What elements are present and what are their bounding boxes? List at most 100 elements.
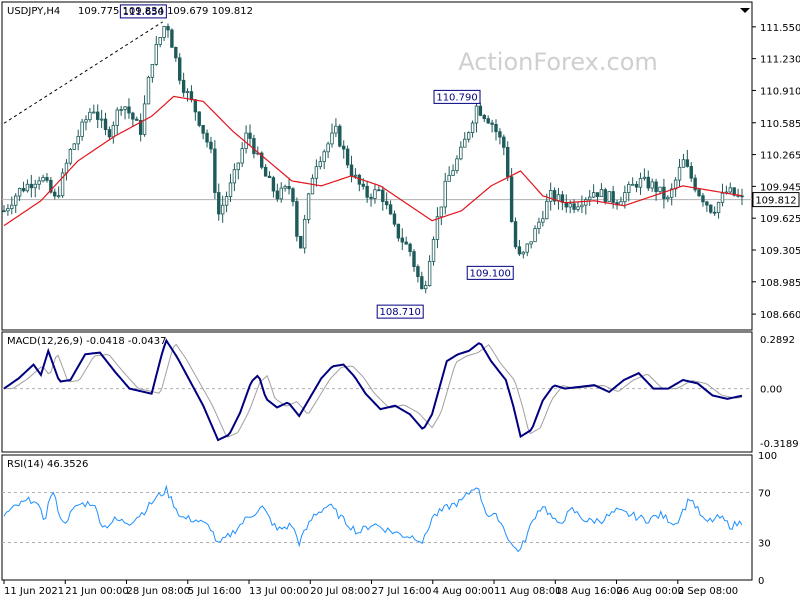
candle-body [322,151,326,163]
current-price-label: 109.812 [755,196,796,207]
candle [705,200,709,212]
candle-body [517,246,522,255]
candle-body [275,190,280,200]
candle-body [369,196,373,199]
candle-body [302,219,307,249]
annotation-label: 109.100 [470,268,511,279]
candle [232,163,237,192]
candle-body [96,111,100,120]
candle-body [709,204,713,213]
candle-body [263,166,268,177]
candle-body [689,166,693,179]
candle [107,126,112,141]
candle-body [455,158,459,171]
candle-body [6,208,10,212]
candle [263,164,268,177]
candle [427,255,432,287]
candle-body [232,169,237,184]
candle [412,249,416,272]
time-tick-label: 27 Jul 16:00 [372,586,432,597]
candle [6,204,10,216]
candle-body [236,162,240,171]
candle-body [381,189,385,202]
candle-body [123,106,127,110]
candle-body [568,203,572,208]
candle [271,175,276,198]
candle-body [630,183,635,186]
candle [10,196,14,215]
candle-body [529,241,533,245]
candle [240,142,244,167]
candle-body [705,201,709,206]
candle [400,228,404,251]
candle [369,193,373,207]
candlesticks [2,23,744,294]
candle [291,187,295,207]
candle [2,205,6,213]
candle-body [552,190,557,202]
candle [131,111,135,128]
candle-body [447,174,451,182]
candle-body [60,172,65,197]
candle-body [451,170,455,176]
candle-body [482,114,486,120]
candle-body [21,187,26,192]
candle-body [314,166,319,179]
candle-body [599,189,604,198]
candle-body [220,204,225,215]
rsi-levels [2,492,752,543]
candle [146,75,151,105]
candle [576,201,580,212]
candle-body [162,26,166,38]
candle [248,124,252,146]
candle [228,173,233,202]
candle [634,181,639,193]
annotation-label: 108.710 [380,307,421,318]
candle [642,168,647,181]
candle-body [712,211,717,214]
candle [525,243,529,257]
annotation-box [466,265,514,280]
candle-body [400,237,404,243]
price-tick-label: 109.305 [760,246,800,257]
candle [295,197,299,242]
candle-body [25,183,30,192]
candle-body [252,138,256,155]
candle [138,113,143,142]
candle-body [506,147,510,178]
candle [162,25,166,41]
candle [584,197,588,215]
candle [123,106,127,120]
candle [416,264,420,283]
candle [533,225,537,243]
candle-body [170,29,174,48]
candle [470,120,475,138]
candle [443,172,447,215]
candle-body [627,184,631,193]
candle-body [205,132,209,143]
candle-body [611,191,615,203]
candle [166,23,170,38]
candle-body [127,106,131,114]
price-axis: 111.550 111.230 110.910 110.585 110.265 109.9… [752,23,800,321]
candle-body [521,251,526,255]
candle [623,185,627,209]
candle [681,153,686,168]
candle-body [76,136,80,145]
candle-body [580,204,584,208]
candle-body [361,183,365,187]
candle [373,184,377,204]
candle [502,134,506,156]
candle-body [720,192,725,203]
candle-body [154,44,158,65]
annotation-box [119,4,167,19]
price-tick-label: 111.230 [760,55,800,66]
candle-body [248,132,252,139]
candle [716,201,721,219]
candle [45,173,49,183]
candle [181,72,186,97]
candle-body [545,200,549,220]
candle-body [697,189,701,197]
dropdown-arrow-icon[interactable] [740,8,750,13]
candle [217,183,221,221]
